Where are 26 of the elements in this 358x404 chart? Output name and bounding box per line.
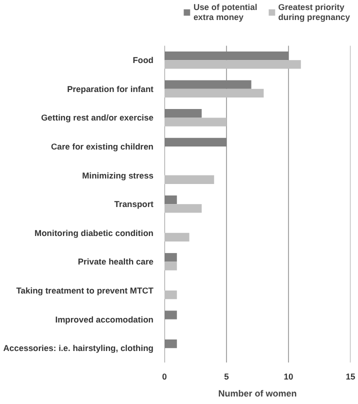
bar: [164, 232, 190, 242]
legend-label: Use of potential extra money: [193, 2, 258, 22]
bar: [164, 290, 177, 300]
y-tick-label: Private health care: [78, 256, 154, 267]
x-axis-title: Number of women: [218, 388, 297, 398]
bar: [164, 262, 177, 270]
legend-label: Greatest priority during pregnancy: [278, 2, 350, 22]
bar: [164, 88, 264, 98]
y-tick-label: Preparation for infant: [67, 84, 154, 94]
y-tick-label: Care for existing children: [51, 142, 154, 152]
y-tick-label: Getting rest and/or exercise: [41, 112, 154, 123]
x-tick-label: 5: [224, 372, 230, 382]
bar: [164, 204, 202, 213]
bar: [164, 118, 226, 126]
x-tick-label: 0: [162, 372, 168, 382]
bar: [164, 175, 214, 184]
bar: [164, 60, 301, 69]
y-tick-label: Food: [132, 55, 154, 66]
x-tick-label: 10: [284, 372, 294, 382]
x-tick-label: 15: [346, 372, 356, 382]
y-tick-label: Minimizing stress: [82, 170, 154, 180]
y-tick-label: Improved accomodation: [55, 314, 154, 324]
y-tick-label: Taking treatment to prevent MTCT: [16, 286, 154, 296]
y-tick-label: Monitoring diabetic condition: [34, 228, 154, 238]
y-tick-label: Transport: [114, 199, 154, 210]
y-tick-label: Accessories: i.e. hairstyling, clothing: [3, 343, 154, 354]
